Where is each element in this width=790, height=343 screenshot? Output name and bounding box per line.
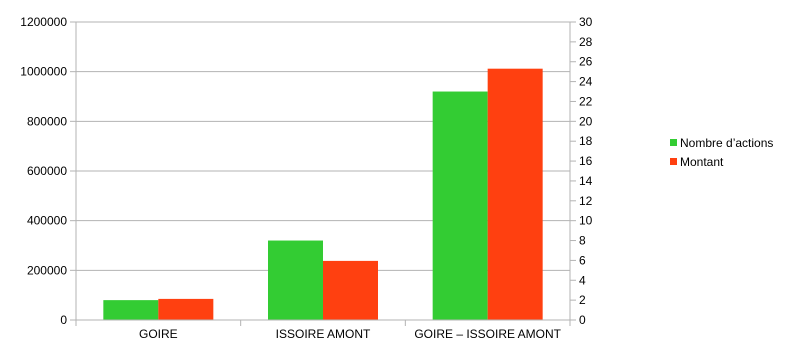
left-tick-label: 1200000	[20, 15, 67, 29]
bar-montant	[323, 260, 378, 320]
gridlines	[76, 21, 570, 321]
left-tick-label: 0	[60, 313, 67, 327]
right-tick-label: 8	[579, 234, 586, 248]
legend-swatch	[670, 158, 677, 165]
right-tick-label: 28	[579, 35, 593, 49]
category-labels: GOIRE ISSOIRE AMONT GOIRE – ISSOIRE AMONT	[139, 327, 562, 341]
right-tick-label: 12	[579, 194, 593, 208]
legend-label: Nombre d’actions	[680, 136, 773, 150]
right-tick-label: 4	[579, 273, 586, 287]
right-tick-label: 24	[579, 75, 593, 89]
right-tick-label: 22	[579, 94, 593, 108]
left-axis-ticks: 0 200000 400000 600000 800000 1000000 1200000	[20, 15, 76, 327]
right-tick-label: 20	[579, 114, 593, 128]
right-tick-label: 14	[579, 174, 593, 188]
x-category-label: GOIRE	[139, 327, 178, 341]
bar-nombre-actions	[432, 91, 488, 321]
bar-montant	[158, 298, 214, 320]
bar-montant	[487, 68, 543, 320]
left-tick-label: 1000000	[20, 65, 67, 79]
x-category-label: ISSOIRE AMONT	[276, 327, 371, 341]
right-tick-label: 6	[579, 253, 586, 267]
left-tick-label: 400000	[27, 214, 67, 228]
legend-swatch	[670, 139, 677, 146]
left-tick-label: 800000	[27, 114, 67, 128]
legend: Nombre d’actions Montant	[670, 136, 773, 169]
bars	[103, 68, 543, 321]
right-tick-label: 2	[579, 293, 586, 307]
right-tick-label: 16	[579, 154, 593, 168]
right-tick-label: 18	[579, 134, 593, 148]
left-tick-label: 600000	[27, 164, 67, 178]
right-tick-label: 30	[579, 15, 593, 29]
right-tick-label: 0	[579, 313, 586, 327]
bar-nombre-actions	[268, 240, 323, 320]
x-category-label: GOIRE – ISSOIRE AMONT	[414, 327, 561, 341]
left-tick-label: 200000	[27, 263, 67, 277]
right-tick-label: 10	[579, 214, 593, 228]
right-tick-label: 26	[579, 55, 593, 69]
bar-nombre-actions	[103, 300, 159, 320]
legend-label: Montant	[680, 155, 724, 169]
